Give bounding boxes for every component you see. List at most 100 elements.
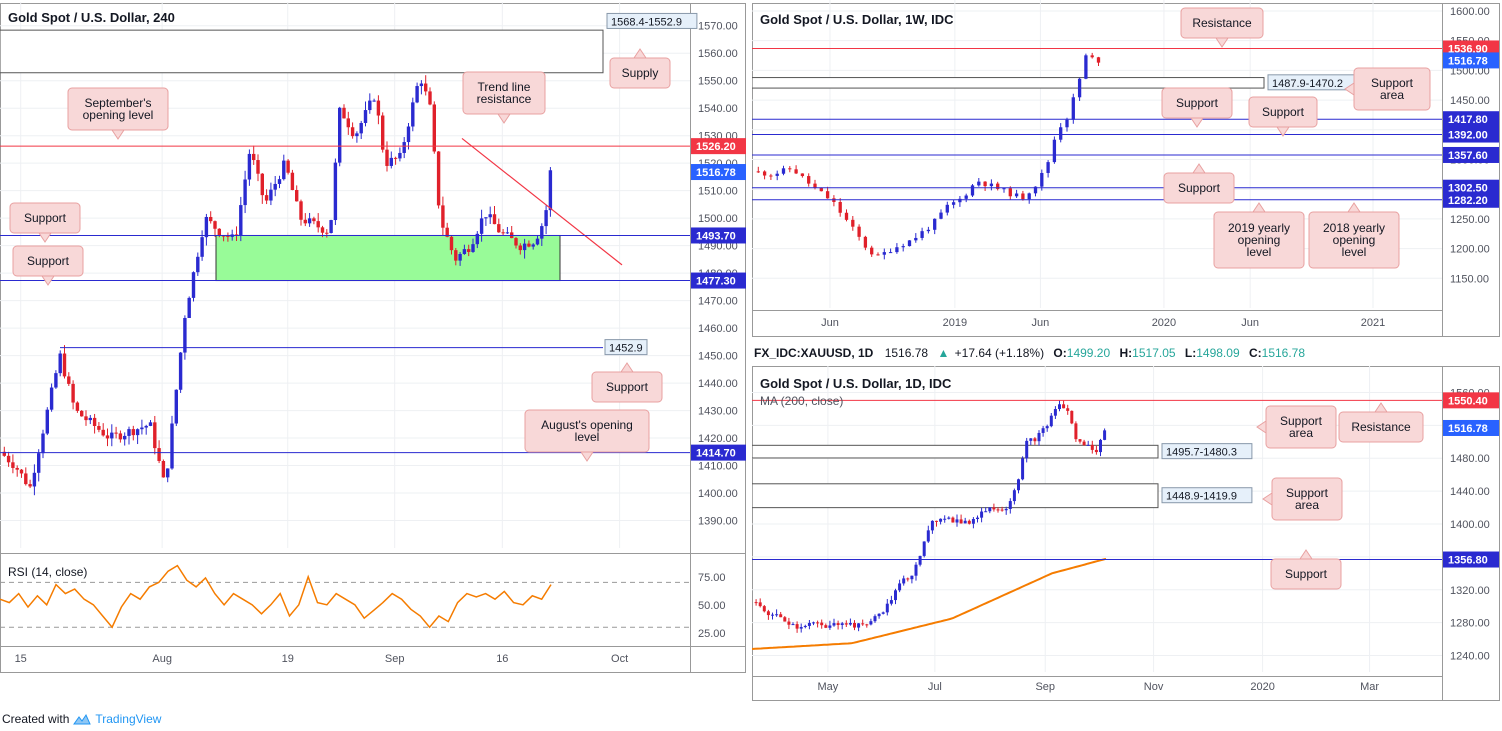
w1-candle bbox=[851, 219, 855, 227]
rsi-ytick-label: 25.00 bbox=[698, 628, 726, 640]
h4-candle bbox=[178, 352, 183, 390]
w1-zone[interactable] bbox=[752, 77, 1265, 89]
h4-candle bbox=[140, 427, 144, 430]
h4-candle bbox=[393, 157, 398, 159]
w1-candle bbox=[939, 212, 943, 219]
h4-candle bbox=[501, 232, 505, 234]
d1-zone[interactable] bbox=[752, 483, 1159, 509]
h4-candle bbox=[316, 221, 320, 228]
w1-candle bbox=[964, 195, 968, 199]
h4-candle bbox=[32, 472, 37, 487]
d1-close-label: C: bbox=[1249, 346, 1262, 360]
tradingview-brand[interactable]: TradingView bbox=[95, 712, 162, 726]
h4-callout[interactable]: Support bbox=[591, 362, 663, 403]
h4-ytick-label: 1420.00 bbox=[698, 433, 738, 445]
h4-candle bbox=[458, 253, 462, 261]
h4-candle bbox=[92, 417, 97, 427]
h4-candle bbox=[209, 216, 213, 222]
d1-candle bbox=[1012, 490, 1016, 502]
d1-candle bbox=[1008, 501, 1012, 509]
h4-callout-text: August's opening bbox=[541, 418, 633, 432]
d1-ytick-label: 1320.00 bbox=[1450, 585, 1490, 597]
w1-callout-text: Support bbox=[1371, 76, 1414, 90]
w1-zone-tag: 1487.9-1470.2 bbox=[1272, 78, 1343, 90]
h4-zone[interactable] bbox=[215, 234, 561, 282]
w1-callout-text: 2019 yearly bbox=[1228, 221, 1290, 235]
d1-candle bbox=[861, 623, 865, 625]
h4-callout[interactable]: Support bbox=[12, 245, 84, 286]
h4-chart-panel[interactable]: 1570.001560.001550.001540.001530.001520.… bbox=[0, 0, 746, 676]
w1-callout[interactable]: Support bbox=[1248, 96, 1318, 137]
d1-callout[interactable]: Resistance bbox=[1338, 402, 1424, 443]
d1-candle bbox=[914, 564, 918, 576]
w1-candle bbox=[970, 185, 975, 196]
h4-candle bbox=[105, 435, 110, 439]
h4-callout[interactable]: Supply bbox=[609, 48, 671, 89]
w1-candle bbox=[863, 236, 868, 248]
h4-zone[interactable] bbox=[0, 29, 604, 74]
w1-callout[interactable]: Support bbox=[1161, 87, 1233, 128]
w1-callout-text: Support bbox=[1176, 96, 1219, 110]
h4-candle bbox=[312, 218, 316, 222]
d1-candle bbox=[1099, 439, 1102, 453]
h4-ytick-label: 1560.00 bbox=[698, 48, 738, 60]
w1-callout[interactable]: Support bbox=[1163, 163, 1235, 204]
h4-candle bbox=[492, 214, 497, 225]
w1-chart-panel[interactable]: 1600.001550.001500.001450.001400.001350.… bbox=[752, 0, 1502, 338]
d1-candle bbox=[881, 612, 885, 614]
h4-candle bbox=[49, 387, 54, 410]
w1-candle bbox=[989, 183, 994, 187]
d1-close: 1516.78 bbox=[885, 346, 929, 360]
d1-candle bbox=[1029, 438, 1033, 441]
d1-zone[interactable] bbox=[752, 444, 1159, 459]
h4-callout[interactable]: Support bbox=[9, 202, 81, 243]
w1-candle bbox=[844, 212, 849, 220]
w1-ytick-label: 1450.00 bbox=[1450, 95, 1490, 107]
w1-candle bbox=[800, 173, 805, 177]
h4-candle bbox=[54, 373, 58, 388]
trend-line[interactable] bbox=[461, 137, 623, 266]
h4-candle bbox=[338, 107, 342, 163]
h4-level-axis-label: 1477.30 bbox=[696, 276, 736, 288]
d1-candle bbox=[885, 603, 889, 613]
d1-xtick-label: Nov bbox=[1144, 681, 1164, 693]
d1-xtick-label: May bbox=[818, 681, 839, 693]
d1-candle bbox=[816, 622, 820, 624]
w1-last-price-label: 1516.78 bbox=[1448, 55, 1488, 67]
h4-callout-text: level bbox=[575, 430, 600, 444]
d1-candle bbox=[1066, 408, 1070, 411]
h4-candle bbox=[6, 455, 11, 463]
w1-callout-text: 2018 yearly bbox=[1323, 221, 1385, 235]
d1-candle bbox=[1090, 444, 1094, 450]
h4-candle bbox=[67, 376, 71, 384]
d1-candle bbox=[1004, 508, 1008, 511]
h4-callout-text: Support bbox=[24, 211, 67, 225]
w1-candle bbox=[788, 168, 792, 170]
h4-candle bbox=[290, 172, 295, 191]
h4-candle bbox=[247, 153, 252, 180]
w1-candle bbox=[819, 187, 823, 192]
d1-chart-panel[interactable]: 1560.001520.001480.001440.001400.001360.… bbox=[752, 366, 1502, 702]
h4-candle bbox=[462, 249, 467, 254]
d1-candle bbox=[1037, 432, 1041, 442]
h4-candle bbox=[282, 160, 286, 180]
w1-callout[interactable]: Resistance bbox=[1180, 7, 1264, 48]
h4-callout-text: resistance bbox=[477, 92, 532, 106]
d1-candle bbox=[1094, 449, 1098, 453]
d1-candle bbox=[775, 614, 779, 616]
h4-candle bbox=[62, 353, 67, 377]
h4-candle bbox=[226, 235, 230, 237]
h4-candle bbox=[157, 448, 161, 462]
h4-candle bbox=[148, 422, 153, 426]
h4-candle bbox=[217, 228, 221, 236]
d1-info-bar: FX_IDC:XAUUSD, 1D 1516.78 ▲ +17.64 (+1.1… bbox=[754, 346, 1305, 360]
d1-callout[interactable]: Support bbox=[1270, 549, 1342, 590]
